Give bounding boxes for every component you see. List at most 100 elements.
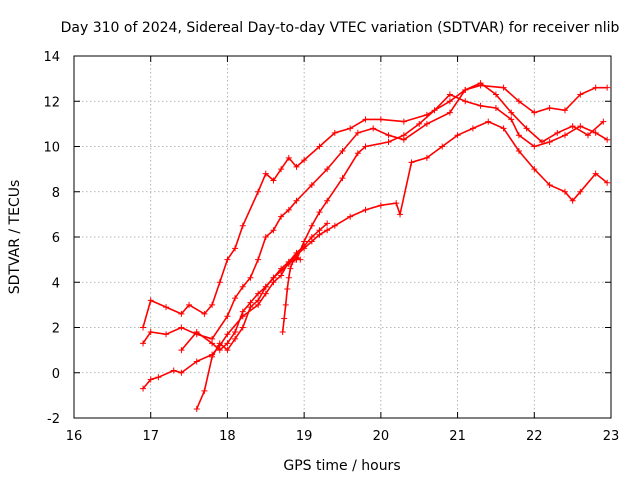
data-point <box>577 91 584 98</box>
data-point <box>278 166 285 173</box>
data-point <box>423 120 430 127</box>
series-track-4 <box>178 220 331 354</box>
data-point <box>423 154 430 161</box>
data-point <box>569 123 576 130</box>
data-point <box>209 353 216 360</box>
data-point <box>377 116 384 123</box>
data-point <box>604 179 611 186</box>
data-point <box>301 245 308 252</box>
data-point <box>324 227 331 234</box>
data-point <box>262 290 269 297</box>
data-point <box>255 297 262 304</box>
data-point <box>285 154 292 161</box>
data-point <box>400 132 407 139</box>
data-point <box>393 200 400 207</box>
data-point <box>324 220 331 227</box>
data-point <box>385 138 392 145</box>
x-axis-label: GPS time / hours <box>283 458 400 474</box>
data-point <box>508 116 515 123</box>
data-point <box>531 143 538 150</box>
data-point <box>561 107 568 114</box>
data-point <box>224 347 231 354</box>
data-point <box>216 347 223 354</box>
data-point <box>293 254 300 261</box>
data-point <box>331 129 338 136</box>
data-point <box>293 197 300 204</box>
data-point <box>140 324 147 331</box>
data-point <box>477 80 484 87</box>
data-point <box>592 170 599 177</box>
x-tick-label: 23 <box>603 429 620 444</box>
data-point <box>431 107 438 114</box>
series-trace <box>142 84 608 328</box>
series-track-2 <box>140 80 607 347</box>
data-point <box>485 118 492 125</box>
data-point <box>255 188 262 195</box>
x-tick-label: 16 <box>66 429 83 444</box>
data-point <box>186 301 193 308</box>
data-point <box>331 222 338 229</box>
data-point <box>462 98 469 105</box>
data-point <box>324 166 331 173</box>
chart-title: Day 310 of 2024, Sidereal Day-to-day VTE… <box>61 20 620 36</box>
data-point <box>523 125 530 132</box>
data-point <box>308 222 315 229</box>
data-point <box>224 340 231 347</box>
data-point <box>546 138 553 145</box>
data-point <box>546 181 553 188</box>
data-point <box>293 163 300 170</box>
series-track-6 <box>279 254 304 336</box>
y-tick-label: -2 <box>47 412 60 427</box>
data-point <box>316 231 323 238</box>
data-point <box>232 329 239 336</box>
data-point <box>209 340 216 347</box>
data-point <box>604 136 611 143</box>
data-point <box>278 267 285 274</box>
data-point <box>561 132 568 139</box>
data-point <box>492 105 499 112</box>
y-tick-label: 8 <box>52 186 60 201</box>
data-point <box>270 177 277 184</box>
data-point <box>270 227 277 234</box>
data-point <box>262 283 269 290</box>
data-point <box>247 304 254 311</box>
data-point <box>239 283 246 290</box>
data-point <box>316 209 323 216</box>
data-point <box>569 197 576 204</box>
data-point <box>201 387 208 394</box>
data-point <box>278 213 285 220</box>
data-point <box>339 148 346 155</box>
data-series <box>140 80 611 412</box>
data-point <box>285 274 292 281</box>
series-track-1 <box>140 82 611 331</box>
data-point <box>216 279 223 286</box>
data-point <box>408 159 415 166</box>
data-point <box>385 132 392 139</box>
data-point <box>362 116 369 123</box>
data-point <box>147 297 154 304</box>
series-trace <box>195 120 608 410</box>
data-point <box>592 129 599 136</box>
data-point <box>446 109 453 116</box>
data-point <box>147 376 154 383</box>
data-point <box>193 358 200 365</box>
data-point <box>178 324 185 331</box>
data-point <box>270 274 277 281</box>
data-point <box>140 340 147 347</box>
data-point <box>377 202 384 209</box>
x-tick-label: 17 <box>142 429 159 444</box>
data-point <box>147 329 154 336</box>
data-point <box>577 123 584 130</box>
data-point <box>301 157 308 164</box>
data-point <box>285 261 292 268</box>
data-point <box>515 98 522 105</box>
data-point <box>500 125 507 132</box>
data-point <box>232 335 239 342</box>
data-point <box>247 274 254 281</box>
data-point <box>400 118 407 125</box>
data-point <box>282 301 289 308</box>
y-axis-ticks: -2 0 2 4 6 8 10 12 14 <box>43 50 611 427</box>
x-tick-label: 20 <box>373 429 390 444</box>
data-point <box>255 256 262 263</box>
data-point <box>362 206 369 213</box>
